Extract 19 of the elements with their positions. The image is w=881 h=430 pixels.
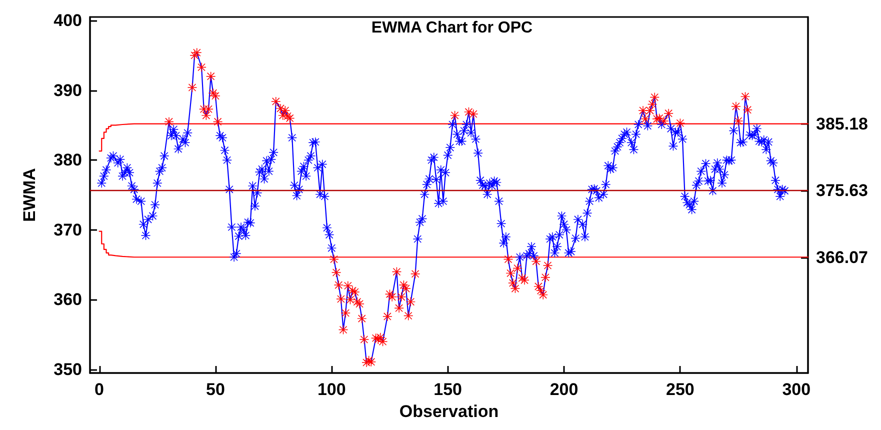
y-tick-label: 370 [54, 220, 82, 240]
y-tick-label: 380 [54, 150, 82, 170]
chart-title: EWMA Chart for OPC [371, 20, 534, 36]
y-tick-label: 400 [54, 10, 82, 30]
y2-tick-label: 385.18 [816, 114, 868, 134]
x-tick-label: 150 [434, 380, 462, 399]
y2-tick-label: 375.63 [816, 181, 868, 200]
y-axis-title: EWMA [20, 168, 39, 222]
x-tick-label: 50 [206, 380, 225, 399]
x-axis-title: Observation [399, 402, 499, 421]
x-tick-label: 300 [782, 380, 811, 399]
x-tick-label: 250 [666, 380, 694, 399]
x-tick-label: 0 [94, 380, 104, 399]
x-tick-label: 200 [550, 380, 578, 399]
y-tick-label: 350 [54, 360, 82, 380]
x-tick-label: 100 [317, 380, 346, 399]
y2-tick-label: 366.07 [816, 248, 868, 267]
y-tick-label: 360 [54, 290, 82, 310]
y-tick-label: 390 [54, 80, 82, 100]
